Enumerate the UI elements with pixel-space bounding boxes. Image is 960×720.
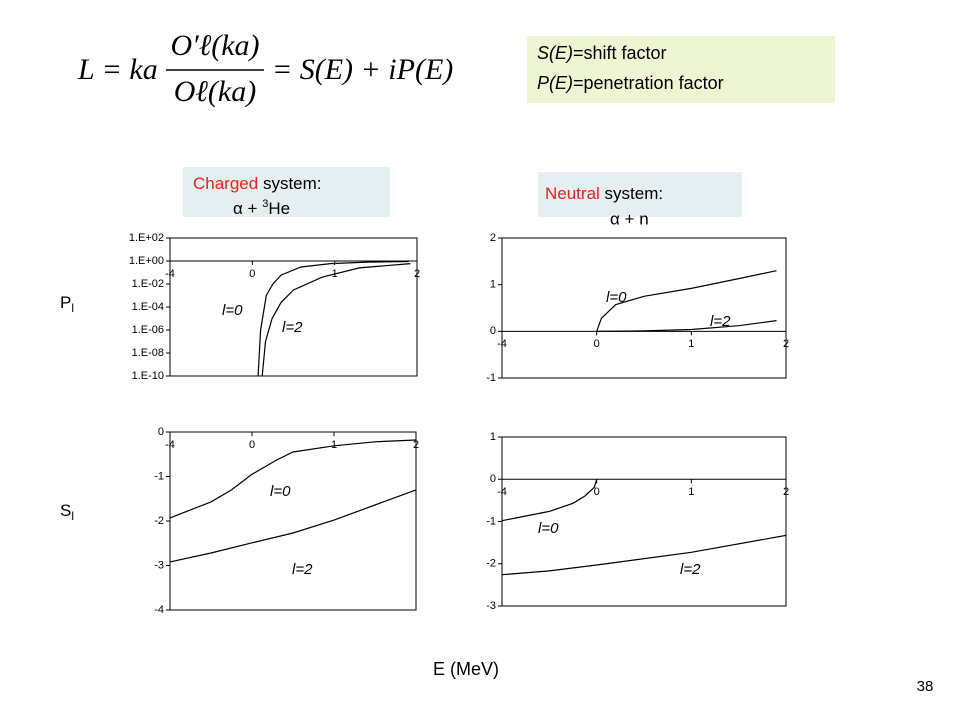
superscript: 3 xyxy=(262,198,268,210)
y-tick-label: 1.E-02 xyxy=(132,278,164,290)
y-tick-label: 1.E-04 xyxy=(132,301,164,313)
y-tick-label: 1.E-06 xyxy=(132,324,164,336)
neutral-box xyxy=(538,172,742,217)
y-tick-label: 2 xyxy=(490,232,496,244)
reaction: α + xyxy=(233,199,262,218)
x-tick-label: 0 xyxy=(249,439,255,451)
series-line xyxy=(169,439,417,519)
y-tick-label: 1.E-10 xyxy=(132,370,164,382)
x-tick-label: 1 xyxy=(688,338,694,350)
x-tick-label: 2 xyxy=(783,338,789,350)
formula-denominator: Oℓ(ka) xyxy=(174,75,256,108)
series-label: l=2 xyxy=(292,561,313,578)
y-tick-label: 1.E+00 xyxy=(129,255,164,267)
x-tick-label: -4 xyxy=(165,439,175,451)
series-label: l=0 xyxy=(270,483,291,500)
neutral-reaction: α + n xyxy=(610,209,649,228)
x-tick-label: 1 xyxy=(688,486,694,498)
y-tick-label: -2 xyxy=(154,515,164,527)
legend-entry: S(E)=shift factor xyxy=(537,43,667,63)
legend-symbol: S(E) xyxy=(537,43,573,63)
legend-text: =penetration factor xyxy=(573,73,724,93)
charged-title: Charged system: xyxy=(193,174,322,193)
charged-rest: system: xyxy=(258,174,321,193)
charged-box xyxy=(183,167,390,217)
series-label: l=0 xyxy=(606,289,627,306)
x-tick-label: 2 xyxy=(414,268,420,280)
x-tick-label: -4 xyxy=(165,268,175,280)
y-tick-label: -4 xyxy=(154,604,164,616)
y-tick-label: -3 xyxy=(154,559,164,571)
series-label: l=2 xyxy=(680,561,701,578)
series-label: l=0 xyxy=(222,302,243,319)
charged-word: Charged xyxy=(193,174,258,193)
page-number: 38 xyxy=(917,678,934,695)
plot-frame xyxy=(169,431,417,611)
y-tick-label: 1.E+02 xyxy=(129,232,164,244)
legend-symbol: P(E) xyxy=(537,73,573,93)
series-line xyxy=(501,479,598,522)
neutral-rest: system: xyxy=(600,184,663,203)
y-tick-label: 1.E-08 xyxy=(132,347,164,359)
formula-lhs: L = ka xyxy=(77,53,158,86)
x-tick-label: 0 xyxy=(594,338,600,350)
legend-box xyxy=(527,36,835,103)
formula-numerator: O′ℓ(ka) xyxy=(170,29,259,62)
y-tick-label: 0 xyxy=(490,325,496,337)
series-line xyxy=(169,489,417,563)
y-tick-label: 1 xyxy=(490,431,496,443)
plot-frame xyxy=(169,237,418,377)
series-line xyxy=(261,263,411,377)
row-label: Pl xyxy=(60,293,74,315)
series-label: l=0 xyxy=(538,520,559,537)
row-sub: l xyxy=(71,509,74,523)
y-tick-label: -1 xyxy=(486,515,496,527)
y-tick-label: -1 xyxy=(154,470,164,482)
formula-rhs: = S(E) + iP(E) xyxy=(272,53,453,86)
y-tick-label: 1 xyxy=(490,279,496,291)
y-tick-label: -2 xyxy=(486,558,496,570)
series-line xyxy=(257,260,409,377)
y-tick-label: 0 xyxy=(490,473,496,485)
row-letter: S xyxy=(60,501,71,520)
x-tick-label: 0 xyxy=(249,268,255,280)
series-label: l=2 xyxy=(710,313,731,330)
series-line xyxy=(501,534,787,576)
legend-entry: P(E)=penetration factor xyxy=(537,73,724,93)
series-line xyxy=(596,320,777,332)
x-tick-label: -4 xyxy=(497,486,507,498)
x-tick-label: 0 xyxy=(594,486,600,498)
row-sub: l xyxy=(71,301,74,315)
plot-frame xyxy=(501,237,787,379)
row-label: Sl xyxy=(60,501,74,523)
legend-text: =shift factor xyxy=(573,43,667,63)
x-tick-label: 2 xyxy=(783,486,789,498)
series-line xyxy=(596,270,777,332)
y-tick-label: 0 xyxy=(158,426,164,438)
nucleus: He xyxy=(268,199,290,218)
row-letter: P xyxy=(60,293,71,312)
x-tick-label: 2 xyxy=(413,439,419,451)
x-tick-label: 1 xyxy=(331,439,337,451)
series-label: l=2 xyxy=(282,319,303,336)
neutral-title: Neutral system: xyxy=(545,184,663,203)
charged-reaction: α + 3He xyxy=(233,198,290,219)
x-tick-label: -4 xyxy=(497,338,507,350)
y-tick-label: -3 xyxy=(486,600,496,612)
x-axis-label: E (MeV) xyxy=(433,659,499,679)
y-tick-label: -1 xyxy=(486,372,496,384)
neutral-word: Neutral xyxy=(545,184,600,203)
